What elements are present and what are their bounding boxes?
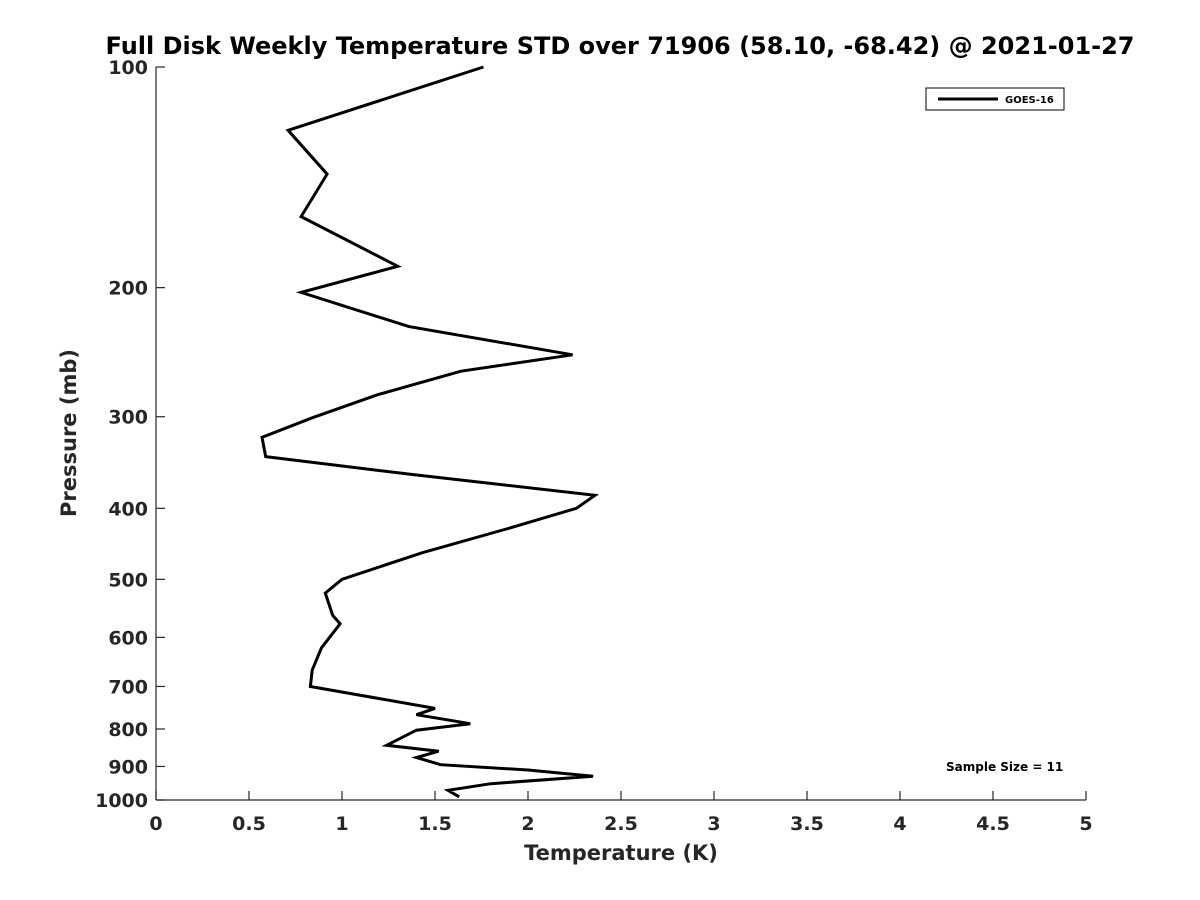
x-tick-label: 3 (707, 813, 720, 835)
y-tick-label: 400 (108, 498, 148, 520)
y-tick-label: 800 (108, 719, 148, 741)
y-tick-label: 100 (108, 57, 148, 79)
y-axis-label: Pressure (mb) (57, 349, 81, 517)
x-tick-label: 0.5 (232, 813, 266, 835)
x-tick-label: 2 (521, 813, 534, 835)
x-tick-label: 0 (149, 813, 162, 835)
y-tick-label: 600 (108, 627, 148, 649)
y-tick-label: 300 (108, 407, 148, 429)
x-tick-label: 1.5 (418, 813, 452, 835)
y-tick-label: 700 (108, 676, 148, 698)
series-line-goes-16 (260, 65, 600, 799)
x-tick-label: 3.5 (790, 813, 824, 835)
y-tick-label: 500 (108, 569, 148, 591)
y-tick-label: 1000 (95, 790, 148, 812)
y-ticks: 100 200 300 400 500 600 700 800 900 1000 (95, 57, 165, 812)
x-tick-label: 1 (335, 813, 348, 835)
sample-size-annotation: Sample Size = 11 (946, 760, 1063, 774)
x-axis-label: Temperature (K) (524, 841, 718, 865)
y-tick-label: 900 (108, 756, 148, 778)
x-tick-label: 2.5 (604, 813, 638, 835)
x-tick-label: 4.5 (976, 813, 1010, 835)
y-tick-label: 200 (108, 278, 148, 300)
x-ticks: 0 0.5 1 1.5 2 2.5 3 3.5 4 4.5 5 (149, 791, 1093, 835)
chart-title: Full Disk Weekly Temperature STD over 71… (106, 32, 1135, 60)
legend: GOES-16 (925, 87, 1065, 111)
x-tick-label: 4 (893, 813, 906, 835)
x-tick-label: 5 (1079, 813, 1092, 835)
legend-label-goes-16: GOES-16 (1005, 95, 1054, 106)
